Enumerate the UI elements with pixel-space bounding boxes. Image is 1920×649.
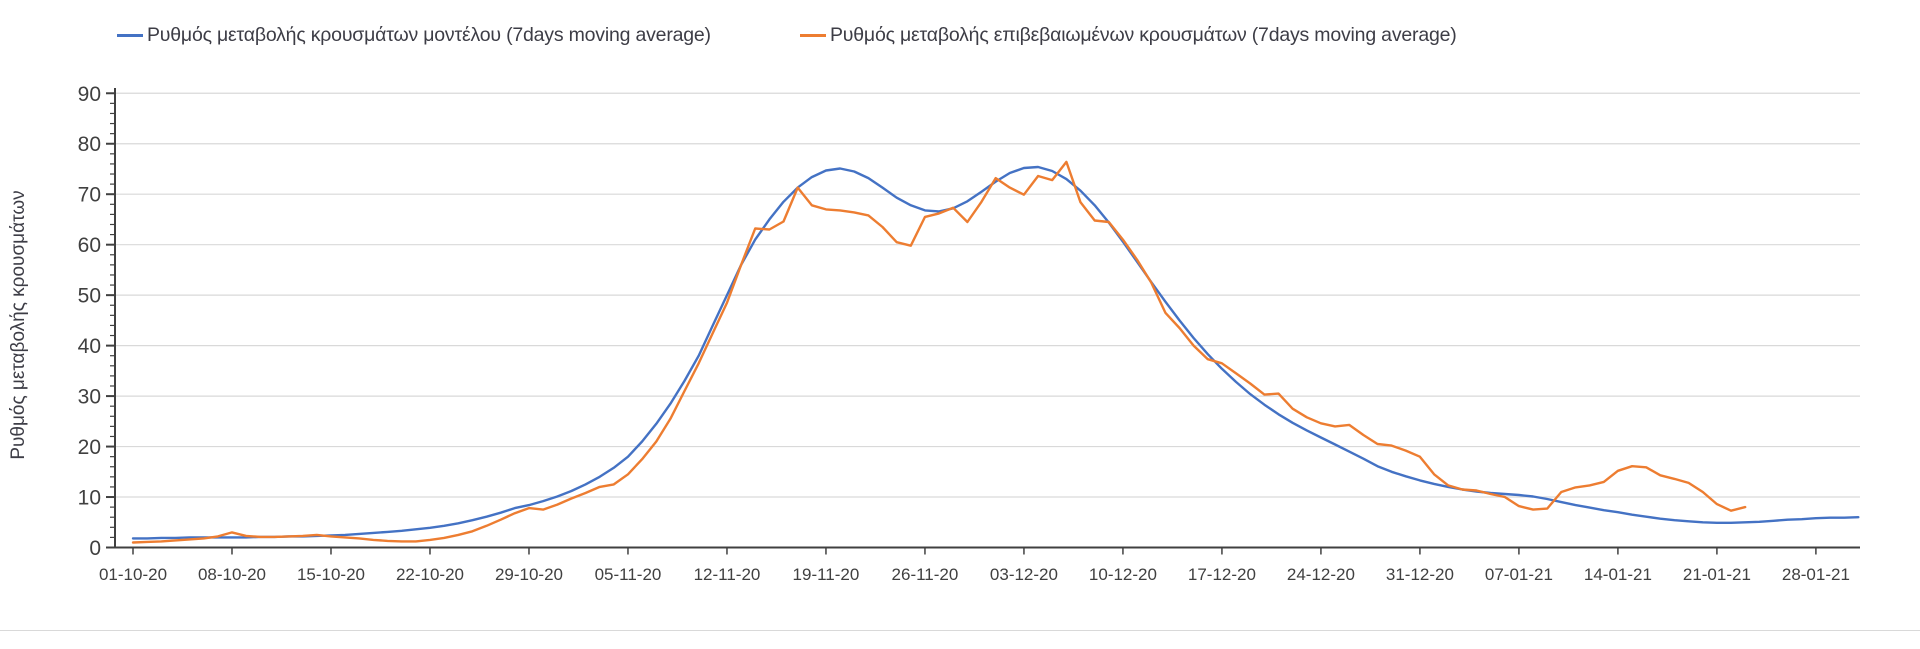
y-tick-label: 20	[78, 436, 101, 459]
y-tick-label: 10	[78, 487, 101, 510]
x-tick-label: 07-01-21	[1485, 565, 1553, 584]
x-tick-label: 29-10-20	[495, 565, 563, 584]
legend-label-model: Ρυθμός μεταβολής κρουσμάτων μοντέλου (7d…	[147, 23, 711, 46]
y-tick-label: 80	[78, 133, 101, 156]
x-tick-label: 15-10-20	[297, 565, 365, 584]
x-tick-label: 03-12-20	[990, 565, 1058, 584]
confirmed-line-swatch-icon	[800, 33, 826, 37]
y-tick-label: 90	[78, 83, 101, 106]
y-tick-label: 30	[78, 386, 101, 409]
y-tick-label: 0	[89, 537, 101, 560]
y-tick-label: 60	[78, 234, 101, 257]
x-tick-label: 31-12-20	[1386, 565, 1454, 584]
y-tick-label: 40	[78, 335, 101, 358]
x-tick-label: 05-11-20	[595, 565, 662, 584]
x-tick-label: 17-12-20	[1188, 565, 1256, 584]
x-tick-label: 22-10-20	[396, 565, 464, 584]
legend-label-confirmed: Ρυθμός μεταβολής επιβεβαιωμένων κρουσμάτ…	[830, 23, 1457, 46]
bottom-divider	[0, 630, 1920, 631]
x-tick-label: 10-12-20	[1089, 565, 1157, 584]
y-tick-label: 70	[78, 184, 101, 207]
legend-item-confirmed: Ρυθμός μεταβολής επιβεβαιωμένων κρουσμάτ…	[800, 22, 1457, 48]
x-tick-label: 01-10-20	[99, 565, 167, 584]
x-tick-label: 28-01-21	[1782, 565, 1850, 584]
x-tick-label: 24-12-20	[1287, 565, 1355, 584]
model-line-swatch-icon	[117, 33, 143, 37]
x-tick-label: 14-01-21	[1584, 565, 1652, 584]
x-tick-label: 26-11-20	[892, 565, 959, 584]
x-tick-label: 08-10-20	[198, 565, 266, 584]
x-tick-label: 19-11-20	[793, 565, 860, 584]
model-series-line	[131, 165, 1860, 540]
x-tick-label: 12-11-20	[694, 565, 761, 584]
y-tick-label: 50	[78, 285, 101, 308]
confirmed-series-line	[131, 160, 1747, 544]
legend-item-model: Ρυθμός μεταβολής κρουσμάτων μοντέλου (7d…	[117, 22, 711, 48]
x-tick-label: 21-01-21	[1683, 565, 1751, 584]
